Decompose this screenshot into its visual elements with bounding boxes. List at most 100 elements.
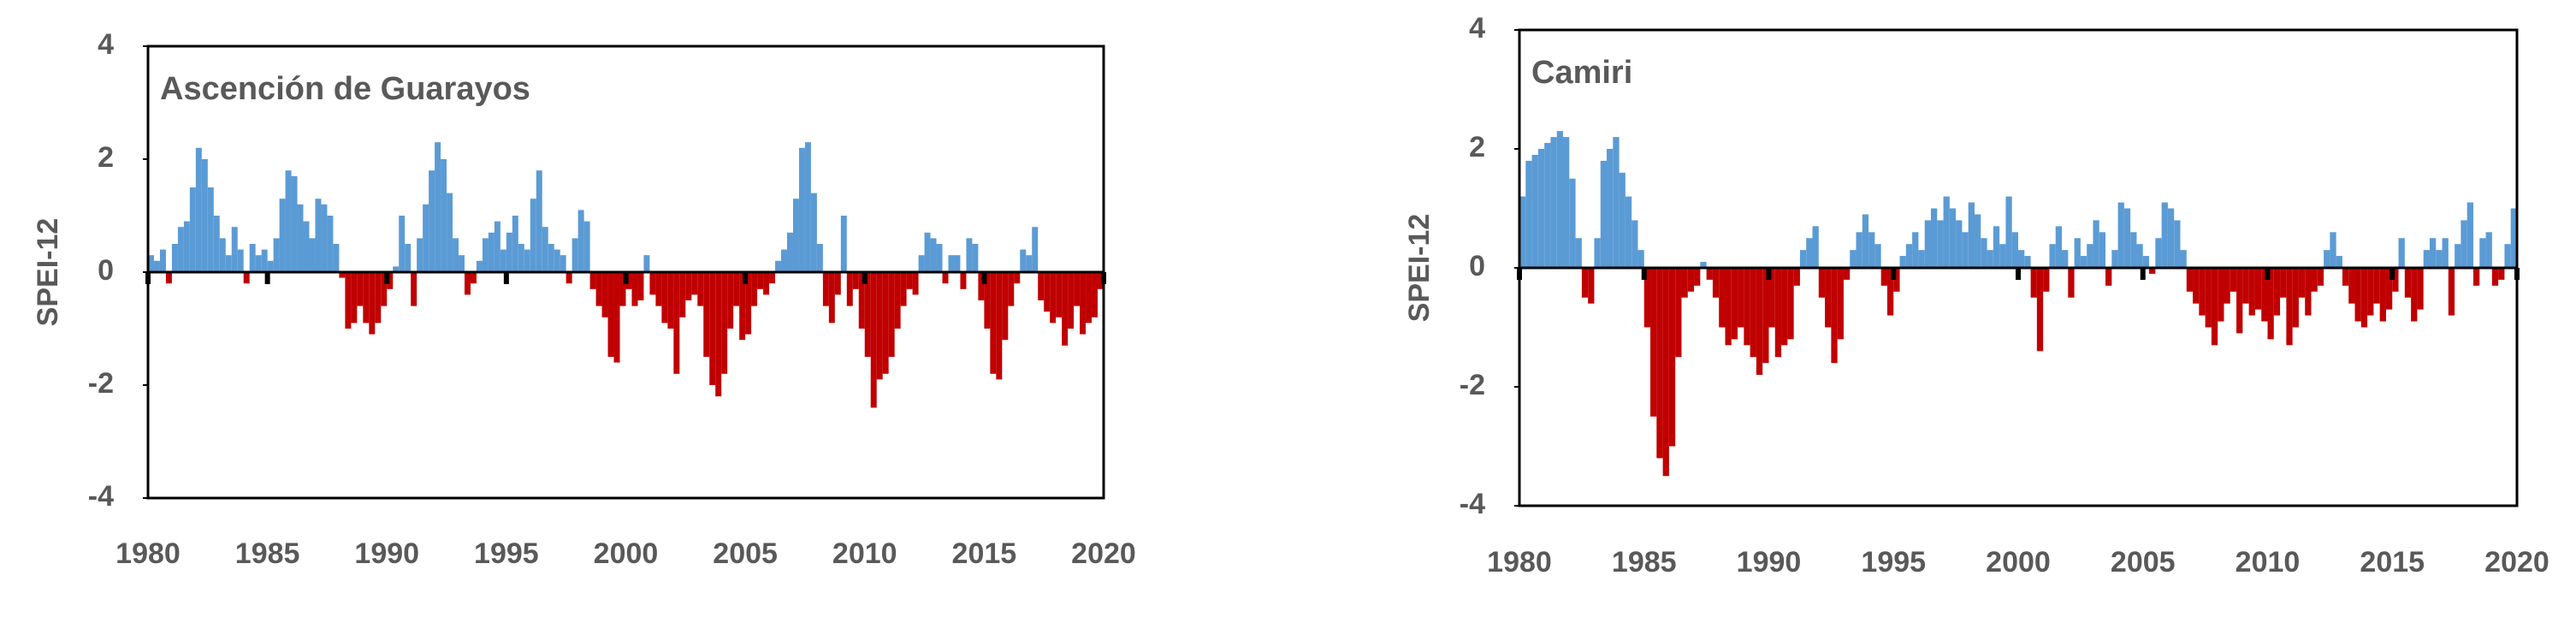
bar	[858, 272, 865, 329]
bar	[165, 272, 172, 284]
bar	[1525, 160, 1532, 268]
bar	[673, 272, 680, 374]
bar	[2436, 250, 2443, 268]
bar	[333, 244, 340, 272]
bar	[2180, 250, 2187, 268]
bar	[2461, 220, 2467, 268]
bar	[381, 272, 388, 306]
bar	[798, 147, 805, 272]
bar	[171, 244, 178, 272]
bar	[524, 249, 530, 272]
bar	[2136, 244, 2143, 268]
bar	[1008, 272, 1015, 306]
bar	[2491, 268, 2499, 286]
x-tick-label: 1980	[115, 537, 181, 570]
bar	[1781, 268, 1788, 346]
bar	[834, 272, 841, 295]
bar	[2305, 268, 2312, 316]
bar	[936, 244, 943, 272]
bar	[494, 221, 500, 272]
bar	[1812, 226, 1819, 268]
bar	[1862, 214, 1869, 268]
bar	[864, 272, 871, 357]
bar	[465, 272, 471, 295]
bar	[1706, 268, 1713, 280]
bar	[1905, 244, 1913, 268]
bar	[1619, 172, 1626, 268]
bar	[2024, 256, 2031, 268]
bar	[560, 255, 566, 272]
bar	[1637, 250, 1644, 268]
x-tick	[1641, 268, 1647, 280]
y-tick-label: -4	[1460, 488, 1485, 520]
bar	[930, 238, 937, 272]
x-tick	[384, 272, 390, 284]
bar	[2049, 244, 2056, 268]
bar	[159, 249, 166, 272]
bar	[966, 238, 973, 272]
bar	[601, 272, 608, 317]
bar	[2167, 208, 2175, 268]
bar	[1886, 268, 1894, 316]
bar	[1744, 268, 1750, 346]
bar	[512, 216, 518, 272]
bar	[1537, 149, 1545, 268]
bar	[888, 272, 895, 357]
bar	[775, 260, 782, 272]
bar	[249, 244, 256, 272]
bar	[1756, 268, 1763, 376]
x-tick	[1766, 268, 1772, 280]
bar	[417, 238, 423, 272]
bar	[1719, 268, 1726, 328]
bar	[2360, 268, 2368, 328]
bar	[2068, 268, 2075, 298]
bar	[1531, 154, 1538, 268]
bar	[685, 272, 692, 300]
bar	[2142, 256, 2150, 268]
bar	[345, 272, 352, 329]
bar	[792, 199, 799, 272]
x-tick	[1891, 268, 1897, 280]
bar	[1062, 272, 1069, 346]
bar	[577, 210, 584, 272]
bar	[703, 272, 710, 357]
bar	[2292, 268, 2299, 328]
bar	[1613, 137, 1620, 268]
bar	[2411, 268, 2418, 322]
bar	[1918, 250, 1925, 268]
bar	[2055, 226, 2063, 268]
bar	[900, 272, 907, 306]
bar	[321, 204, 328, 272]
bar	[2080, 256, 2087, 268]
bar	[715, 272, 722, 397]
bar	[476, 260, 483, 272]
bar	[769, 272, 776, 284]
chart-title: Camiri	[1531, 55, 1632, 91]
bar	[459, 255, 465, 272]
bar	[2342, 268, 2349, 286]
x-tick-label: 1985	[1612, 546, 1677, 578]
bar	[1825, 268, 1832, 328]
bar	[972, 244, 979, 272]
bar	[1924, 220, 1931, 268]
bar	[1032, 227, 1039, 272]
bar	[2392, 268, 2399, 292]
bar	[1880, 268, 1887, 286]
bar	[2030, 268, 2037, 298]
bar	[315, 199, 322, 272]
bar	[2149, 268, 2156, 274]
bar	[2429, 238, 2437, 268]
bar	[339, 272, 346, 278]
bar	[536, 170, 542, 272]
bar	[2123, 208, 2131, 268]
bar	[387, 272, 394, 289]
y-tick-label: -2	[1460, 369, 1485, 401]
bar	[2130, 232, 2137, 268]
bar	[1092, 272, 1099, 317]
bar	[661, 272, 668, 323]
bar	[1563, 137, 1570, 268]
bar	[1868, 232, 1875, 268]
bar	[195, 147, 202, 272]
bar	[763, 272, 770, 295]
